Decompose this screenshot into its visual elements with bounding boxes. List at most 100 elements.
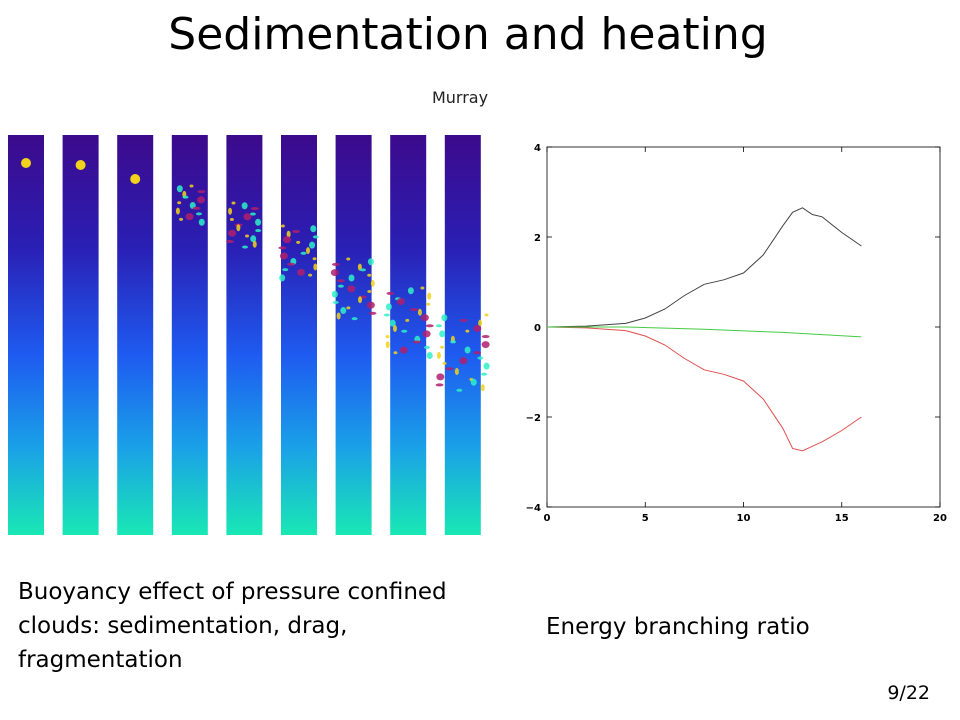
- cloud-fragment: [422, 330, 431, 338]
- cloud-fragment: [439, 330, 446, 338]
- cloud-fragment: [473, 351, 482, 355]
- simulation-strips: [8, 135, 490, 535]
- cloud-fragment: [393, 351, 398, 355]
- cloud-fragment: [481, 335, 490, 339]
- cloud-fragment: [435, 324, 442, 328]
- cloud-fragment: [477, 356, 484, 360]
- cloud-fragment: [282, 268, 289, 272]
- cloud-fragment: [279, 274, 286, 282]
- cloud-fragment: [296, 240, 301, 244]
- y-tick-label: 0: [534, 323, 541, 334]
- cloud-fragment: [478, 319, 483, 327]
- cloud-fragment: [330, 269, 339, 277]
- cloud-fragment: [396, 298, 405, 305]
- cloud-fragment: [228, 229, 237, 237]
- cloud-fragment: [367, 258, 374, 266]
- cloud-fragment: [366, 301, 375, 309]
- cloud-fragment: [286, 262, 295, 266]
- cloud-fragment: [470, 378, 477, 386]
- cloud-fragment: [435, 383, 444, 387]
- cloud-fragment: [300, 251, 307, 255]
- cloud-fragment: [252, 240, 257, 248]
- cloud-fragment: [409, 308, 418, 312]
- cloud-fragment: [441, 314, 448, 322]
- cloud-fragment: [459, 318, 468, 322]
- cloud-fragment: [417, 308, 422, 316]
- simulation-strip: [281, 135, 317, 535]
- cloud-fragment: [236, 224, 241, 232]
- cloud-fragment: [346, 306, 351, 310]
- cloud-fragment: [283, 236, 292, 244]
- series-line-2: [547, 326, 862, 338]
- cloud-blob: [75, 160, 86, 170]
- y-tick-label: −2: [526, 413, 541, 424]
- cloud-fragment: [255, 218, 262, 226]
- cloud-fragment: [255, 229, 262, 233]
- cloud-fragment: [331, 262, 340, 266]
- cloud-fragment: [481, 341, 490, 349]
- cloud-fragment: [249, 212, 256, 216]
- cloud-fragment: [367, 290, 372, 294]
- cloud-fragment: [456, 388, 463, 392]
- cloud-fragment: [436, 351, 441, 359]
- cloud-fragment: [337, 284, 344, 288]
- x-tick-label: 15: [835, 513, 849, 524]
- cloud-fragment: [336, 312, 341, 320]
- cloud-fragment: [481, 372, 488, 376]
- cloud-fragment: [189, 184, 194, 188]
- cloud-fragment: [427, 292, 432, 300]
- cloud-fragment: [312, 235, 319, 239]
- cloud-fragment: [426, 352, 433, 359]
- cloud-fragment: [351, 317, 358, 321]
- cloud-fragment: [278, 246, 287, 250]
- cloud-fragment: [175, 207, 180, 215]
- cloud-fragment: [331, 290, 338, 298]
- cloud-fragment: [286, 230, 291, 238]
- cloud-fragment: [313, 263, 318, 271]
- cloud-fragment: [182, 195, 189, 199]
- cloud-fragment: [436, 373, 445, 381]
- cloud-fragment: [309, 241, 316, 249]
- cloud-fragment: [426, 302, 431, 306]
- cloud-fragment: [359, 268, 366, 272]
- cloud-fragment: [226, 240, 235, 244]
- cloud-fragment: [308, 273, 313, 277]
- cloud-fragment: [367, 273, 372, 277]
- caption-left: Buoyancy effect of pressure confined clo…: [18, 579, 447, 673]
- cloud-fragment: [332, 300, 339, 304]
- cloud-fragment: [385, 303, 392, 311]
- cloud-fragment: [241, 202, 248, 210]
- simulation-strip: [62, 135, 99, 535]
- cloud-fragment: [231, 201, 236, 205]
- cloud-fragment: [176, 185, 183, 193]
- simulation-strip: [335, 135, 372, 535]
- slide-title: Sedimentation and heating: [168, 9, 768, 60]
- cloud-fragment: [340, 307, 347, 315]
- cloud-fragment: [465, 329, 470, 333]
- cloud-fragment: [405, 318, 410, 322]
- cloud-fragment: [386, 291, 395, 295]
- x-tick-label: 5: [642, 513, 649, 524]
- page-number: 9/22: [887, 682, 930, 704]
- cloud-fragment: [198, 218, 205, 226]
- simulation-strip: [8, 135, 44, 535]
- cloud-fragment: [399, 346, 408, 354]
- series-line-0: [546, 207, 862, 328]
- cloud-fragment: [368, 311, 377, 315]
- simulation-strips-image: [8, 135, 490, 535]
- cloud-fragment: [473, 324, 482, 332]
- cloud-fragment: [459, 357, 468, 365]
- cloud-fragment: [245, 234, 250, 238]
- cloud-fragment: [292, 229, 301, 233]
- cloud-fragment: [445, 367, 454, 371]
- cloud-fragment: [385, 335, 390, 339]
- cloud-blob: [21, 158, 31, 168]
- cloud-fragment: [250, 235, 257, 243]
- cloud-fragment: [192, 206, 201, 210]
- cloud-fragment: [389, 319, 396, 327]
- cloud-fragment: [358, 296, 363, 304]
- simulation-strip: [226, 135, 263, 535]
- cloud-fragment: [401, 329, 408, 333]
- cloud-fragment: [440, 345, 445, 349]
